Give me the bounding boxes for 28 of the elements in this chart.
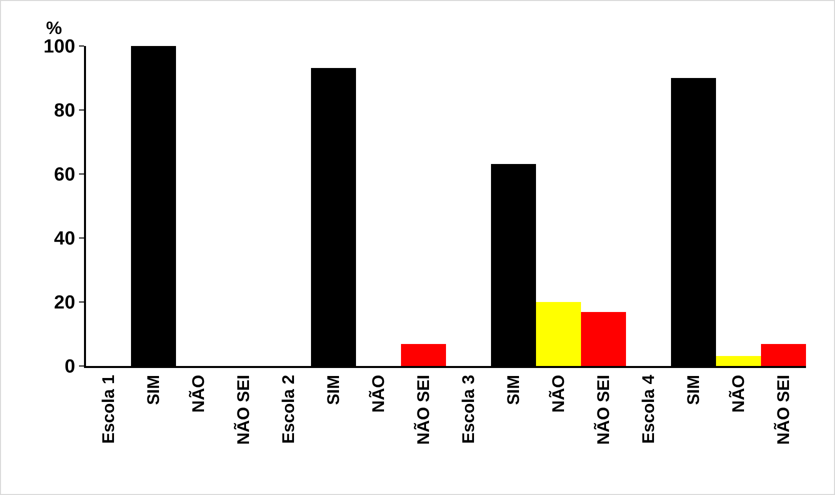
x-tick-label: NÃO SEI xyxy=(413,374,434,445)
x-tick-label: SIM xyxy=(324,374,344,406)
y-tick-label: 40 xyxy=(54,228,76,250)
x-tick-label: NÃO xyxy=(728,374,748,413)
x-tick-label: Escola 3 xyxy=(459,374,478,444)
bar xyxy=(761,344,806,366)
x-tick-label: NÃO xyxy=(368,374,388,413)
y-tick-label: 0 xyxy=(64,356,76,378)
y-tick-label: 20 xyxy=(54,292,76,314)
x-tick-label: SIM xyxy=(144,374,164,406)
bar xyxy=(716,356,761,366)
bar xyxy=(581,312,626,366)
y-axis-title: % xyxy=(46,18,62,38)
x-tick-label: SIM xyxy=(684,374,704,406)
y-tick-label: 80 xyxy=(54,100,76,122)
x-tick-label: Escola 4 xyxy=(639,374,658,444)
x-tick-label: NÃO SEI xyxy=(233,374,254,445)
bar xyxy=(401,344,446,366)
y-tick-label: 100 xyxy=(43,36,76,58)
x-tick-label: NÃO xyxy=(188,374,208,413)
bar xyxy=(536,302,581,366)
x-tick-label: Escola 1 xyxy=(99,374,118,444)
x-tick-label: SIM xyxy=(504,374,524,406)
x-tick-label: NÃO xyxy=(548,374,568,413)
x-tick-label: Escola 2 xyxy=(279,374,298,444)
y-tick-label: 60 xyxy=(54,164,76,186)
x-tick-label: NÃO SEI xyxy=(593,374,614,445)
x-tick-label: NÃO SEI xyxy=(773,374,794,445)
